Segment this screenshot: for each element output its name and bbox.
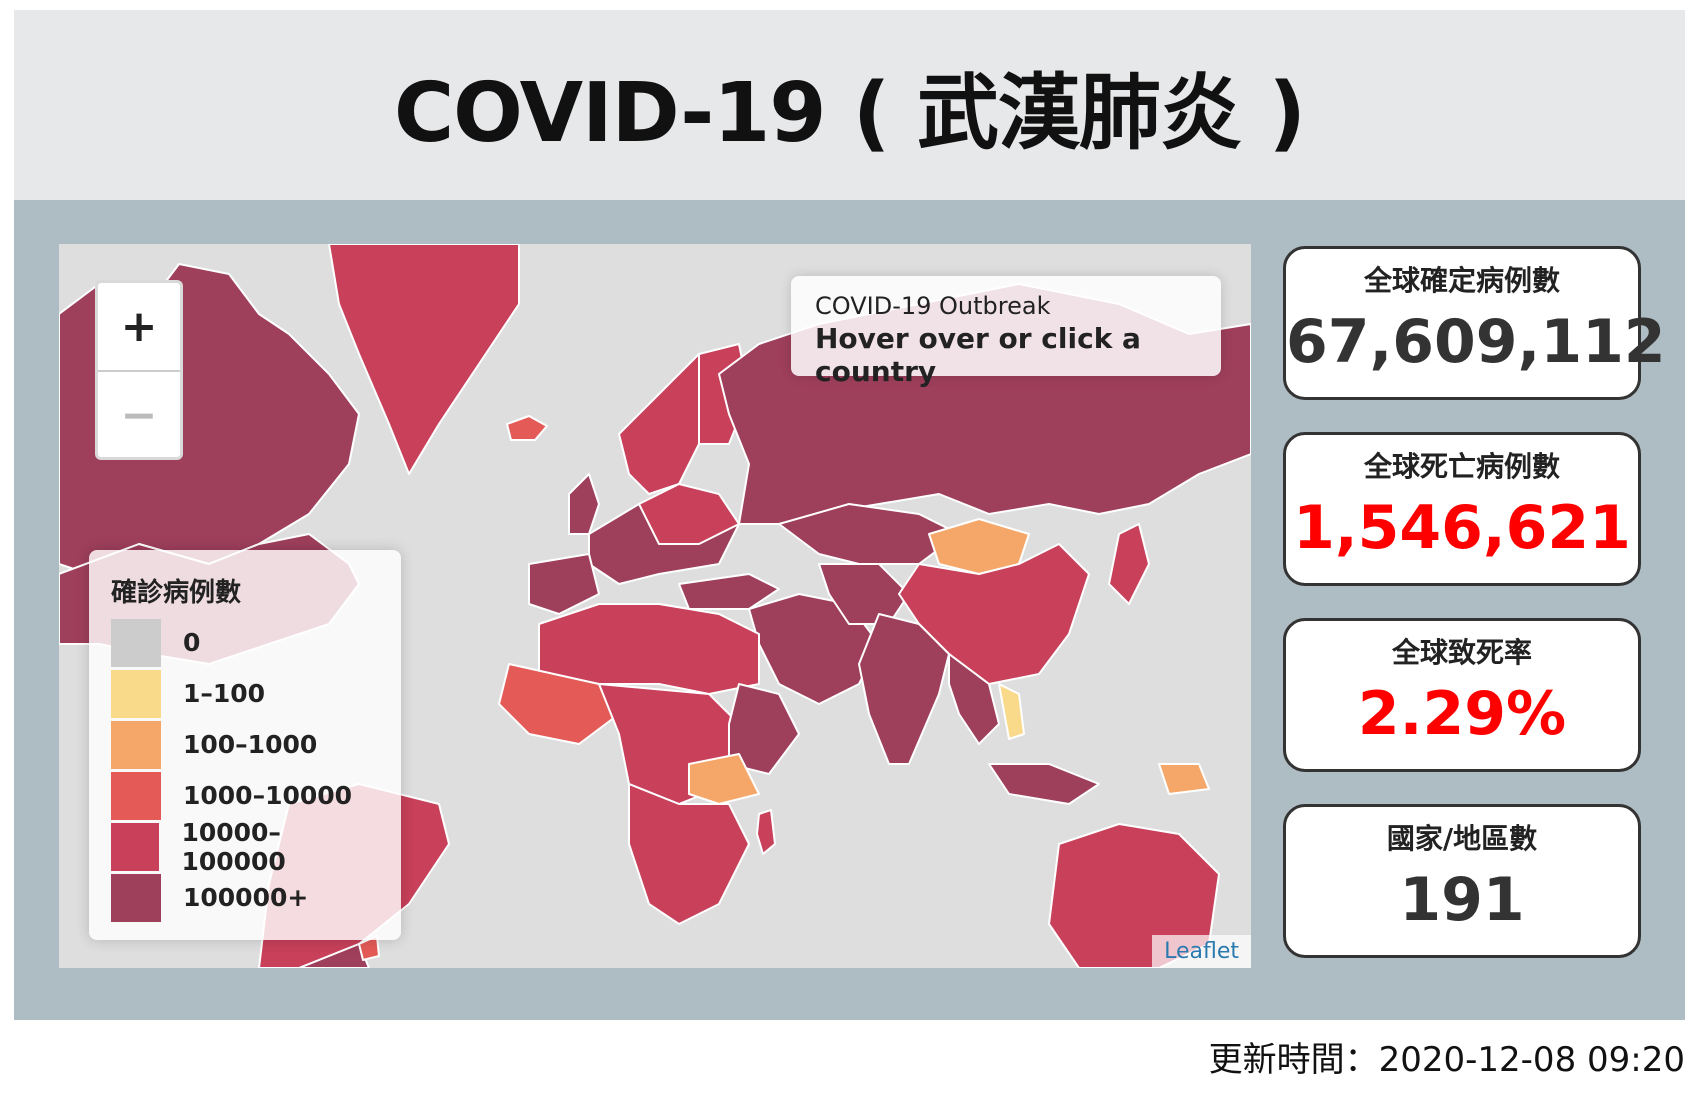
legend-label: 100000+ (183, 883, 309, 912)
legend-swatch (111, 720, 161, 769)
country-southern-africa (628, 783, 750, 925)
fatality-label: 全球致死率 (1391, 636, 1532, 669)
country-vietnam (998, 683, 1025, 740)
country-japan (1108, 523, 1150, 605)
country-india (858, 613, 950, 765)
fatality-value: 2.29% (1357, 679, 1567, 749)
country-turkey (678, 573, 780, 610)
legend-swatch (111, 618, 161, 667)
page-title: COVID-19 ( 武漢肺炎 ) (394, 65, 1306, 161)
country-uk (568, 473, 600, 535)
country-madagascar (756, 809, 776, 855)
country-greenland (328, 244, 520, 475)
info-text: Hover over or click a country (815, 322, 1141, 388)
zoom-out-button[interactable]: − (120, 390, 158, 441)
fatality-card: 全球致死率 2.29% (1283, 618, 1641, 772)
legend-swatch (111, 669, 161, 718)
countries-value: 191 (1399, 865, 1525, 935)
info-title: COVID-19 Outbreak (815, 292, 1051, 320)
confirmed-label: 全球確定病例數 (1363, 264, 1560, 297)
country-png (1158, 763, 1210, 795)
confirmed-card: 全球確定病例數 67,609,112 (1283, 246, 1666, 400)
map-legend: 確診病例數 0 1–100 100–1000 1000–10000 10000–… (89, 550, 401, 940)
zoom-in-button[interactable]: + (98, 283, 180, 372)
legend-swatch (111, 822, 160, 871)
legend-label: 1–100 (183, 679, 266, 708)
legend-label: 1000–10000 (183, 781, 353, 810)
country-east-africa (728, 683, 800, 775)
legend-label: 10000–100000 (181, 817, 286, 876)
country-myanmar-thailand (948, 653, 1000, 745)
legend-item: 10000–100000 (111, 818, 379, 876)
country-kenya-tanzania (688, 753, 760, 805)
country-iceland (506, 415, 548, 441)
country-china (898, 543, 1090, 685)
countries-label: 國家/地區數 (1386, 822, 1538, 855)
legend-label: 0 (183, 628, 201, 657)
legend-item: 100000+ (111, 872, 379, 923)
legend-item: 1000–10000 (111, 770, 379, 821)
leaflet-attribution-link[interactable]: Leaflet (1152, 935, 1251, 968)
page-header: COVID-19 ( 武漢肺炎 ) (14, 10, 1685, 200)
legend-title: 確診病例數 (111, 578, 242, 608)
legend-item: 100–1000 (111, 719, 379, 770)
country-iberia (528, 553, 600, 615)
countries-card: 國家/地區數 191 (1283, 804, 1641, 958)
deaths-card: 全球死亡病例數 1,546,621 (1283, 432, 1641, 586)
world-map[interactable]: + − COVID-19 Outbreak Hover over or clic… (59, 244, 1251, 968)
legend-item: 1–100 (111, 668, 379, 719)
legend-swatch (111, 771, 161, 820)
legend-label: 100–1000 (183, 730, 318, 759)
deaths-value: 1,546,621 (1293, 493, 1631, 563)
country-indonesia (988, 763, 1100, 805)
confirmed-value: 67,609,112 (1286, 307, 1666, 377)
zoom-control: + − (95, 280, 183, 460)
deaths-label: 全球死亡病例數 (1363, 450, 1560, 483)
legend-swatch (111, 873, 161, 922)
legend-item: 0 (111, 617, 379, 668)
update-timestamp: 更新時間：2020-12-08 09:20 (1208, 1040, 1685, 1080)
info-box: COVID-19 Outbreak Hover over or click a … (791, 276, 1221, 388)
